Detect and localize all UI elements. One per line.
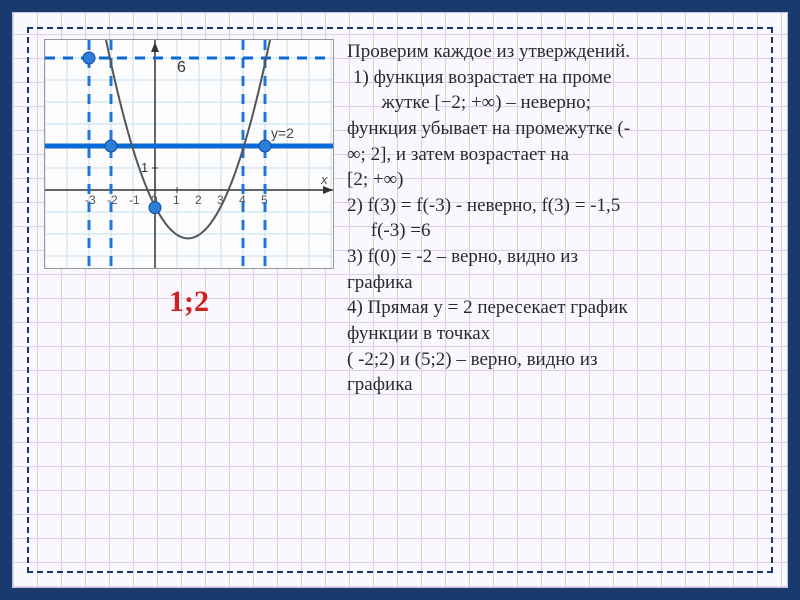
item-1-line-b: жутке [−2; +∞) – неверно; (347, 90, 761, 116)
item-1-line-a: 1) функция возрастает на проме (347, 65, 761, 91)
function-graph: -3-2-1012345x16y=2 (44, 39, 334, 269)
svg-text:2: 2 (195, 193, 202, 207)
line-8: 3) f(0) = -2 – верно, видно из (347, 244, 761, 270)
svg-text:6: 6 (177, 59, 186, 76)
line-12: ( -2;2) и (5;2) – верно, видно из (347, 347, 761, 373)
line-7: f(-3) =6 (347, 218, 761, 244)
svg-text:-1: -1 (129, 193, 140, 207)
heading: Проверим каждое из утверждений. (347, 39, 761, 65)
svg-text:x: x (320, 172, 328, 187)
line-6: 2) f(3) = f(-3) - неверно, f(3) = -1,5 (347, 193, 761, 219)
answer-text: 1;2 (169, 285, 209, 319)
line-3: функция убывает на промежутке (- (347, 116, 761, 142)
line-9: графика (347, 270, 761, 296)
line-5: [2; +∞) (347, 167, 761, 193)
explanation-text: Проверим каждое из утверждений. 1) функц… (347, 39, 761, 561)
left-column: -3-2-1012345x16y=2 1;2 (39, 39, 339, 561)
line-10: 4) Прямая у = 2 пересекает график (347, 295, 761, 321)
svg-text:1: 1 (141, 160, 148, 175)
svg-text:y=2: y=2 (271, 125, 294, 141)
svg-text:1: 1 (173, 193, 180, 207)
line-13: графика (347, 372, 761, 398)
line-11: функции в точках (347, 321, 761, 347)
line-4: ∞; 2], и затем возрастает на (347, 142, 761, 168)
